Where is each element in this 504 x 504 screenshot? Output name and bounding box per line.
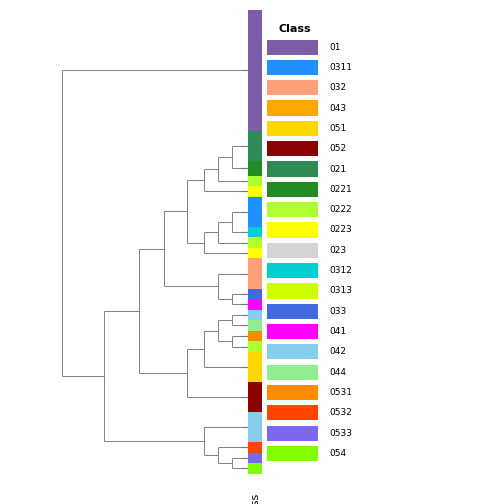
Bar [248,186,262,197]
Bar [267,425,318,441]
Bar [267,100,318,116]
Bar [248,341,262,352]
Bar [248,442,262,453]
Text: 042: 042 [330,347,347,356]
Bar [267,121,318,136]
Text: 043: 043 [330,104,347,112]
Bar [267,182,318,197]
Text: 033: 033 [330,307,347,316]
Bar [248,227,262,237]
Bar [248,161,262,176]
Bar [267,324,318,339]
Bar [248,197,262,227]
Bar [267,39,318,55]
Bar [248,176,262,186]
Text: 0312: 0312 [330,266,353,275]
Bar [248,237,262,248]
Bar [248,463,262,474]
Bar [248,453,262,463]
Bar [248,259,262,289]
Text: 021: 021 [330,165,347,173]
Bar [248,299,262,309]
Text: 0221: 0221 [330,185,352,194]
Bar [267,80,318,95]
Bar [267,405,318,420]
Bar [248,352,262,382]
Text: 0313: 0313 [330,286,353,295]
Text: 0223: 0223 [330,225,352,234]
Text: 051: 051 [330,124,347,133]
Bar [267,60,318,75]
Bar [248,412,262,442]
Text: 054: 054 [330,449,347,458]
Bar [248,382,262,412]
Bar [248,248,262,259]
Text: 044: 044 [330,368,347,376]
Text: Class: Class [279,24,311,34]
Bar [248,331,262,341]
Text: 032: 032 [330,83,347,92]
Bar [267,141,318,156]
Bar [267,263,318,278]
Bar [267,303,318,319]
Bar [248,131,262,161]
Text: 0532: 0532 [330,408,353,417]
Bar [267,344,318,359]
Text: 041: 041 [330,327,347,336]
Bar [248,10,262,131]
Bar [267,161,318,177]
Text: Class: Class [250,492,260,504]
Text: 023: 023 [330,246,347,255]
Bar [248,320,262,331]
Bar [267,243,318,258]
Bar [267,222,318,237]
Text: 0222: 0222 [330,205,352,214]
Text: 0531: 0531 [330,388,353,397]
Bar [267,364,318,380]
Bar [248,289,262,299]
Text: 0533: 0533 [330,428,353,437]
Bar [267,446,318,461]
Text: 01: 01 [330,43,341,52]
Bar [267,202,318,217]
Bar [267,385,318,400]
Bar [267,283,318,298]
Text: 052: 052 [330,144,347,153]
Text: 0311: 0311 [330,63,353,72]
Bar [248,309,262,320]
